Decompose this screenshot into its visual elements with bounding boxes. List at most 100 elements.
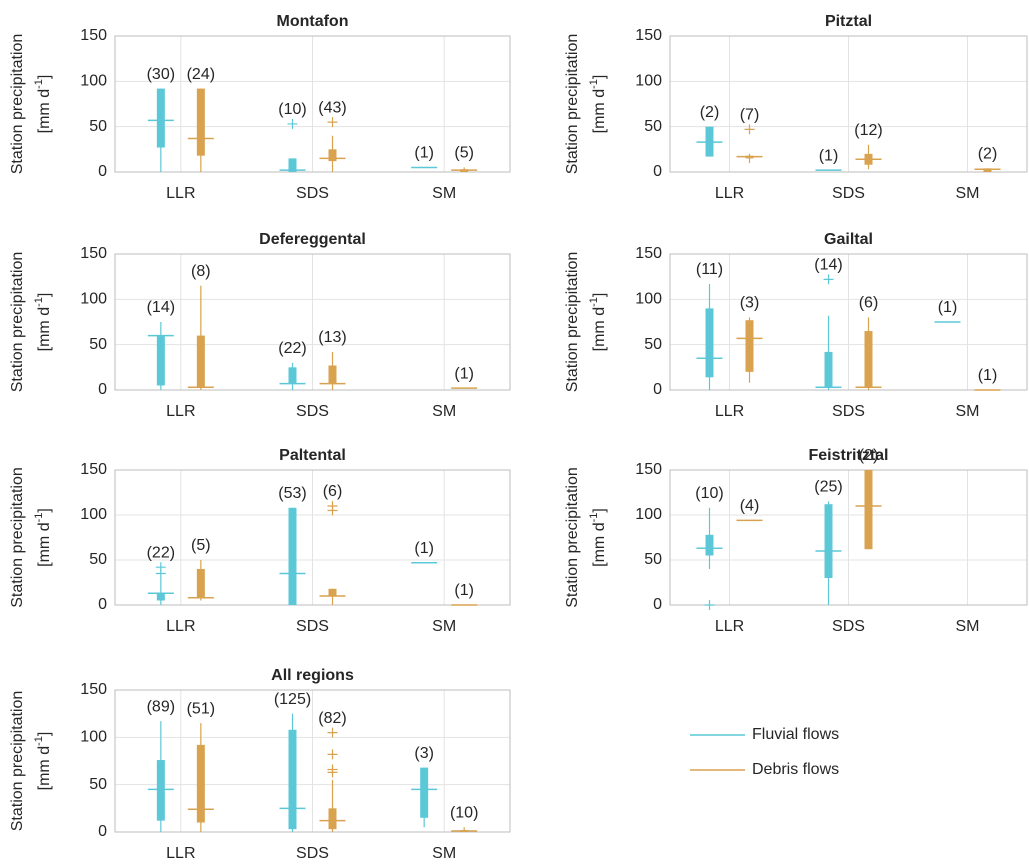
count-label: (6) xyxy=(859,295,879,312)
y-axis-unit-part: [mm d xyxy=(36,89,53,133)
y-axis-label: Station precipitation xyxy=(564,34,581,175)
plot-frame xyxy=(114,253,511,391)
count-label: (14) xyxy=(814,257,842,274)
panel-title: Defereggental xyxy=(259,231,366,248)
box xyxy=(745,320,754,372)
y-tick-label: 100 xyxy=(80,506,107,523)
x-tick-label: SDS xyxy=(296,403,329,420)
count-label: (7) xyxy=(740,107,760,124)
x-tick-label: SDS xyxy=(832,185,865,202)
count-label: (53) xyxy=(278,485,306,502)
count-label: (10) xyxy=(278,101,306,118)
box xyxy=(196,569,205,598)
plot-frame xyxy=(669,35,1028,173)
outlier xyxy=(327,117,338,128)
y-tick-label: 0 xyxy=(98,823,107,840)
panel: All regions Station precipitation [mm d-1]… xyxy=(9,667,511,862)
box xyxy=(156,760,165,821)
plot-frame xyxy=(669,253,1028,391)
count-label: (12) xyxy=(854,122,882,139)
x-tick-label: LLR xyxy=(166,185,195,202)
x-tick-label: SM xyxy=(956,403,980,420)
y-axis-unit-part: [mm d xyxy=(591,307,608,351)
count-label: (8) xyxy=(191,263,211,280)
box xyxy=(705,534,714,556)
box xyxy=(328,808,337,830)
y-axis-unit-part: ] xyxy=(591,508,608,512)
box xyxy=(864,331,873,388)
y-tick-label: 150 xyxy=(80,461,107,478)
count-label: (2) xyxy=(700,104,720,121)
y-axis-unit-part: ] xyxy=(36,293,53,297)
y-tick-label: 50 xyxy=(644,336,662,353)
y-axis-unit: [mm d-1] xyxy=(33,293,53,352)
y-tick-label: 100 xyxy=(635,506,662,523)
y-tick-label: 100 xyxy=(635,73,662,90)
y-tick-label: 0 xyxy=(653,596,662,613)
y-tick-label: 50 xyxy=(89,118,107,135)
y-tick-label: 150 xyxy=(80,245,107,262)
count-label: (125) xyxy=(274,691,311,708)
x-tick-label: LLR xyxy=(715,403,744,420)
count-label: (30) xyxy=(147,66,175,83)
y-axis-unit-part: -1 xyxy=(33,79,45,89)
y-tick-label: 50 xyxy=(89,776,107,793)
y-axis-unit-part: -1 xyxy=(33,513,45,523)
panel-title: Gailtal xyxy=(824,231,873,248)
outlier xyxy=(287,118,298,129)
box xyxy=(196,335,205,388)
box xyxy=(288,367,297,384)
y-axis-unit: [mm d-1] xyxy=(588,75,608,134)
panel-title: Feistritztal xyxy=(808,447,888,464)
x-tick-label: LLR xyxy=(166,618,195,635)
y-axis-unit-part: [mm d xyxy=(591,89,608,133)
x-tick-label: SDS xyxy=(832,403,865,420)
x-tick-label: LLR xyxy=(166,403,195,420)
y-axis-unit-part: [mm d xyxy=(591,522,608,566)
y-tick-label: 0 xyxy=(98,381,107,398)
panel: Feistritztal Station precipitation [mm d-1… xyxy=(564,447,1028,635)
panel: Gailtal Station precipitation [mm d-1] 0 50 1… xyxy=(564,231,1028,420)
x-tick-label: SM xyxy=(432,618,456,635)
count-label: (3) xyxy=(414,745,434,762)
y-tick-label: 100 xyxy=(80,729,107,746)
box xyxy=(420,767,429,818)
count-label: (10) xyxy=(695,485,723,502)
box xyxy=(288,507,297,605)
x-tick-label: LLR xyxy=(166,845,195,862)
count-label: (1) xyxy=(938,299,958,316)
count-label: (1) xyxy=(978,367,998,384)
outlier xyxy=(704,600,715,610)
count-label: (6) xyxy=(323,483,343,500)
box xyxy=(196,88,205,156)
y-axis-unit-part: -1 xyxy=(588,79,600,89)
x-tick-label: LLR xyxy=(715,185,744,202)
outlier xyxy=(155,562,166,573)
y-axis-label: Station precipitation xyxy=(9,467,26,608)
box xyxy=(328,149,337,162)
count-label: (14) xyxy=(147,299,175,316)
outlier xyxy=(327,749,338,760)
legend-label: Debris flows xyxy=(752,761,839,778)
panel-title: Pitztal xyxy=(825,13,872,30)
count-label: (4) xyxy=(740,498,760,515)
box xyxy=(328,588,337,596)
count-label: (5) xyxy=(191,537,211,554)
box xyxy=(196,744,205,823)
count-label: (5) xyxy=(454,145,474,162)
count-label: (89) xyxy=(147,698,175,715)
y-axis-label: Station precipitation xyxy=(9,691,26,832)
x-tick-label: SDS xyxy=(832,618,865,635)
box xyxy=(328,365,337,384)
y-axis-label: Station precipitation xyxy=(9,252,26,393)
y-axis-unit-part: -1 xyxy=(33,736,45,746)
box xyxy=(156,593,165,601)
legend-label: Fluvial flows xyxy=(752,726,839,743)
box xyxy=(705,308,714,378)
y-axis-unit: [mm d-1] xyxy=(588,293,608,352)
y-tick-label: 150 xyxy=(635,461,662,478)
count-label: (1) xyxy=(454,582,474,599)
y-axis-unit-part: ] xyxy=(591,293,608,297)
y-tick-label: 50 xyxy=(89,336,107,353)
count-label: (13) xyxy=(318,329,346,346)
